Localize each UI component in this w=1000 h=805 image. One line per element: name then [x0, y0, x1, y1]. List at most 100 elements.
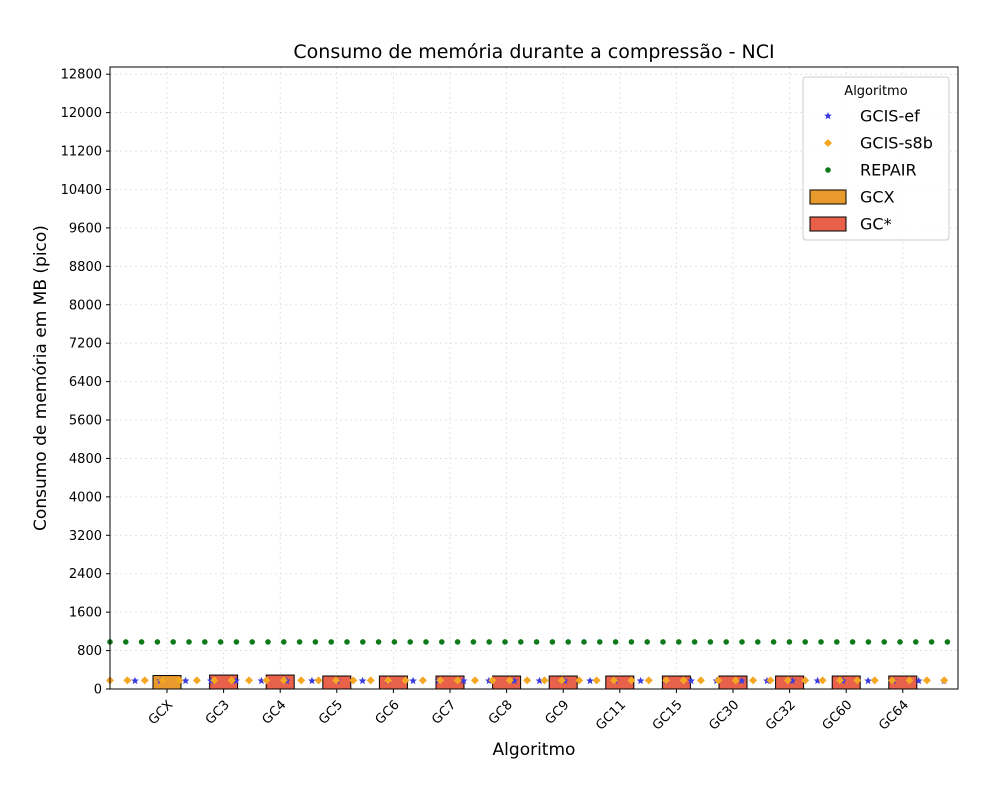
- marker-gciss8b: [245, 676, 254, 685]
- marker-gciss8b: [644, 676, 653, 685]
- y-tick-label: 9600: [69, 221, 102, 236]
- marker-repair: [597, 639, 603, 645]
- marker-gcisef: [459, 676, 468, 685]
- marker-repair: [265, 639, 271, 645]
- y-tick-label: 10400: [61, 183, 102, 198]
- marker-repair: [312, 639, 319, 645]
- marker-gciss8b: [922, 676, 931, 685]
- marker-gcisef: [510, 676, 518, 685]
- x-tick-label: GC4: [259, 698, 289, 728]
- bar-gc: [378, 675, 408, 690]
- marker-repair: [328, 639, 335, 645]
- marker-gciss8b: [835, 676, 844, 685]
- marker-gcisef: [813, 676, 822, 685]
- marker-repair: [565, 639, 571, 645]
- legend-label: GCIS-ef: [860, 107, 920, 126]
- marker-repair: [786, 639, 793, 645]
- marker-gciss8b: [870, 676, 879, 685]
- marker-gciss8b: [505, 676, 514, 685]
- bar-gc: [265, 674, 295, 690]
- marker-repair: [691, 639, 698, 645]
- y-tick-label: 5600: [69, 414, 102, 429]
- marker-gciss8b: [366, 676, 375, 685]
- legend-entry: GCIS-ef: [824, 107, 920, 126]
- marker-repair: [407, 639, 414, 645]
- marker-gciss8b: [227, 676, 236, 685]
- marker-gcisef: [864, 676, 872, 685]
- marker-repair: [739, 639, 745, 645]
- marker-gciss8b: [123, 676, 132, 685]
- marker-gciss8b: [140, 676, 149, 685]
- marker-gciss8b: [696, 676, 705, 685]
- x-tick-label: GC9: [542, 698, 572, 728]
- marker-gcisef: [181, 676, 190, 685]
- bar-gc: [492, 675, 522, 690]
- legend-label: GCX: [860, 188, 895, 207]
- marker-gciss8b: [158, 676, 167, 685]
- marker-gciss8b: [192, 676, 201, 685]
- marker-gciss8b: [731, 676, 740, 685]
- x-tick-label: GC15: [650, 698, 686, 734]
- marker-repair: [755, 639, 761, 645]
- marker-repair: [770, 639, 777, 645]
- marker-repair: [439, 639, 445, 645]
- marker-repair: [423, 639, 429, 645]
- y-tick-label: 8800: [69, 260, 102, 275]
- axes-layer: 0 800 1600 2400 3200 4000 4800 5600 6400 7200 8000…: [61, 68, 912, 734]
- marker-gciss8b: [384, 676, 393, 685]
- legend-items: GCIS-ef GCIS-s8b REPAIR GCX GC*: [809, 107, 933, 234]
- marker-repair: [707, 639, 714, 645]
- marker-repair: [834, 639, 840, 645]
- marker-gcisef: [586, 676, 594, 685]
- marker-gciss8b: [436, 676, 445, 685]
- grid-layer: [110, 67, 958, 690]
- y-tick-label: 12000: [61, 106, 102, 121]
- x-tick-label: GC60: [820, 698, 856, 734]
- marker-gcisef: [788, 676, 797, 685]
- marker-repair: [818, 639, 824, 645]
- marker-repair: [249, 639, 255, 645]
- marker-gciss8b: [627, 676, 636, 685]
- marker-gcisef: [636, 676, 645, 685]
- legend-swatch: [809, 189, 847, 205]
- marker-gcisef: [687, 676, 695, 685]
- x-axis-label: Algoritmo: [493, 740, 576, 760]
- marker-repair: [470, 639, 477, 645]
- legend-label: GC*: [860, 215, 892, 234]
- bar-gcx: [152, 675, 182, 690]
- marker-gciss8b: [557, 676, 566, 685]
- x-tick-label: GC6: [373, 698, 403, 728]
- marker-repair: [628, 639, 635, 645]
- marker-gciss8b: [175, 676, 184, 685]
- marker-gcisef: [914, 676, 923, 685]
- marker-gcisef: [131, 676, 139, 685]
- marker-gcisef: [257, 676, 266, 685]
- legend-label: REPAIR: [860, 161, 917, 180]
- marker-repair: [360, 639, 366, 645]
- marker-gciss8b: [801, 676, 810, 685]
- marker-repair: [944, 639, 951, 645]
- y-tick-label: 0: [94, 683, 102, 698]
- legend-entry: REPAIR: [825, 161, 917, 180]
- legend-swatch: [809, 216, 847, 232]
- marker-gciss8b: [592, 676, 601, 685]
- marker-gciss8b: [818, 676, 827, 685]
- marker-gciss8b: [349, 676, 358, 685]
- legend-entry: GCX: [809, 188, 895, 207]
- chart-title: Consumo de memória durante a compressão …: [293, 41, 774, 63]
- marker-repair: [502, 639, 508, 645]
- y-tick-label: 4000: [69, 490, 102, 505]
- marker-repair: [581, 639, 587, 645]
- marker-repair: [518, 639, 524, 645]
- marker-gciss8b: [470, 676, 479, 685]
- marker-repair: [186, 639, 192, 645]
- x-tick-label: GCX: [146, 698, 177, 729]
- marker-gciss8b: [331, 676, 340, 685]
- legend: Algoritmo GCIS-ef GCIS-s8b REPAIR GCX GC*: [802, 76, 950, 241]
- marker-gciss8b: [523, 676, 532, 685]
- marker-gcisef: [737, 676, 746, 685]
- marker-gciss8b: [540, 676, 549, 685]
- marker-repair: [123, 639, 129, 645]
- marker-repair: [391, 639, 398, 645]
